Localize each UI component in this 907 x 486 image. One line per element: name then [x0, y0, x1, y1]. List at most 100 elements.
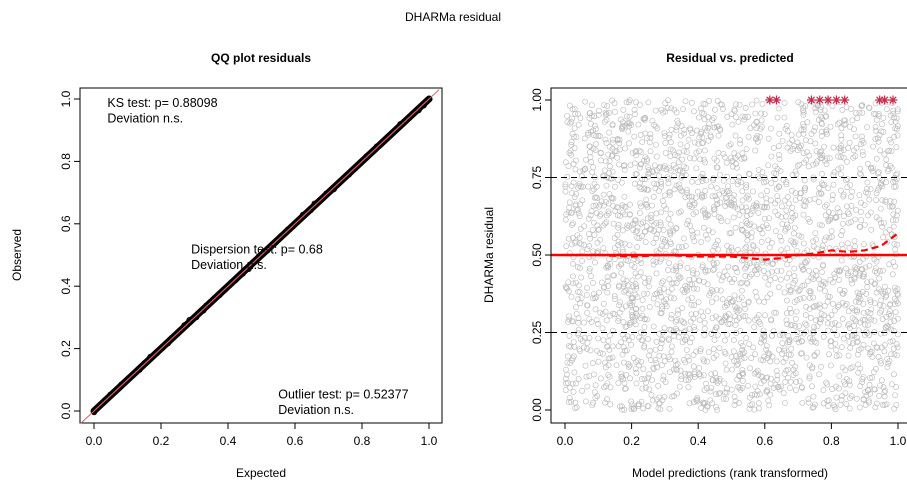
- residual-point: [686, 325, 693, 332]
- residual-point: [737, 140, 743, 147]
- qq-point: [211, 296, 218, 303]
- residual-point: [783, 207, 790, 214]
- residual-point: [654, 181, 661, 188]
- residual-point: [639, 305, 646, 312]
- residual-point: [571, 106, 578, 112]
- residual-point: [781, 345, 788, 352]
- residual-point: [640, 330, 647, 337]
- residual-point: [587, 212, 594, 219]
- residual-point: [752, 147, 759, 154]
- residual-point: [798, 101, 805, 108]
- residual-point: [584, 285, 590, 291]
- residual-point: [676, 383, 683, 390]
- residual-point: [889, 271, 896, 278]
- residual-point: [591, 113, 598, 120]
- residual-point: [868, 278, 875, 285]
- residual-point: [746, 405, 753, 412]
- residual-point: [644, 158, 650, 164]
- residual-point: [639, 233, 645, 240]
- residual-point: [661, 394, 668, 400]
- residual-point: [818, 133, 825, 139]
- qq-annotation: Outlier test: p= 0.52377: [278, 388, 408, 402]
- residual-point: [644, 402, 651, 409]
- residual-point: [645, 164, 651, 171]
- residual-point: [742, 265, 748, 272]
- residual-point: [615, 224, 622, 231]
- residual-point: [865, 212, 871, 219]
- residual-point: [731, 313, 738, 320]
- residual-point: [740, 227, 747, 234]
- residual-point: [844, 272, 851, 279]
- residual-point: [603, 140, 610, 146]
- residual-point: [680, 106, 687, 113]
- residual-point: [872, 111, 879, 118]
- residual-point: [872, 136, 879, 142]
- residual-point: [592, 126, 599, 132]
- residual-point: [582, 156, 589, 163]
- residual-point: [856, 192, 863, 199]
- residual-point: [573, 311, 580, 317]
- residual-point: [708, 371, 715, 378]
- residual-point: [621, 380, 628, 386]
- residual-point: [620, 107, 627, 113]
- residual-point: [743, 264, 750, 271]
- residual-point: [619, 373, 626, 380]
- residual-point: [617, 261, 624, 268]
- residual-point: [621, 359, 627, 366]
- residual-point: [781, 99, 788, 106]
- residual-point: [590, 280, 596, 286]
- residual-point: [713, 391, 719, 398]
- residual-point: [566, 343, 572, 349]
- residual-point: [673, 267, 680, 274]
- residual-point: [878, 360, 884, 367]
- residual-point: [858, 171, 864, 178]
- residual-point: [860, 396, 867, 402]
- residual-point: [833, 394, 840, 401]
- residual-point: [880, 290, 887, 297]
- residual-point: [888, 381, 895, 388]
- residual-point: [641, 324, 648, 330]
- residual-point: [786, 140, 793, 147]
- residual-point: [591, 219, 597, 226]
- residual-point: [598, 279, 605, 286]
- residual-point: [761, 215, 768, 222]
- residual-point: [713, 164, 720, 171]
- residual-point: [631, 106, 638, 113]
- residual-point: [603, 383, 610, 390]
- residual-point: [655, 405, 662, 412]
- residual-point: [657, 310, 664, 317]
- residual-point: [740, 313, 747, 320]
- residual-point: [600, 173, 606, 180]
- residual-point: [800, 211, 807, 218]
- residual-point: [694, 188, 701, 195]
- residual-point: [859, 109, 866, 116]
- residual-point: [671, 186, 678, 193]
- residual-point: [725, 183, 731, 190]
- residual-point: [892, 246, 899, 253]
- residual-point: [641, 274, 647, 281]
- residual-point: [839, 364, 846, 371]
- residual-point: [698, 308, 704, 315]
- qq-point: [203, 302, 210, 309]
- residual-point: [801, 330, 807, 337]
- residual-point: [605, 175, 612, 182]
- residual-point: [636, 210, 643, 216]
- residual-point: [804, 278, 811, 285]
- residual-point: [832, 274, 839, 281]
- residual-point: [672, 152, 678, 159]
- residual-point: [666, 260, 673, 266]
- residual-point: [747, 365, 753, 372]
- residual-point: [834, 121, 841, 128]
- residual-point: [831, 169, 838, 176]
- residual-point: [765, 135, 772, 142]
- residual-point: [821, 303, 828, 309]
- qq-point: [352, 165, 359, 172]
- residual-point: [615, 315, 622, 322]
- residual-point: [681, 320, 688, 327]
- residual-point: [685, 384, 692, 391]
- residual-point: [875, 354, 882, 360]
- residual-point: [774, 372, 781, 379]
- residual-point: [886, 261, 893, 268]
- residual-point: [816, 304, 823, 311]
